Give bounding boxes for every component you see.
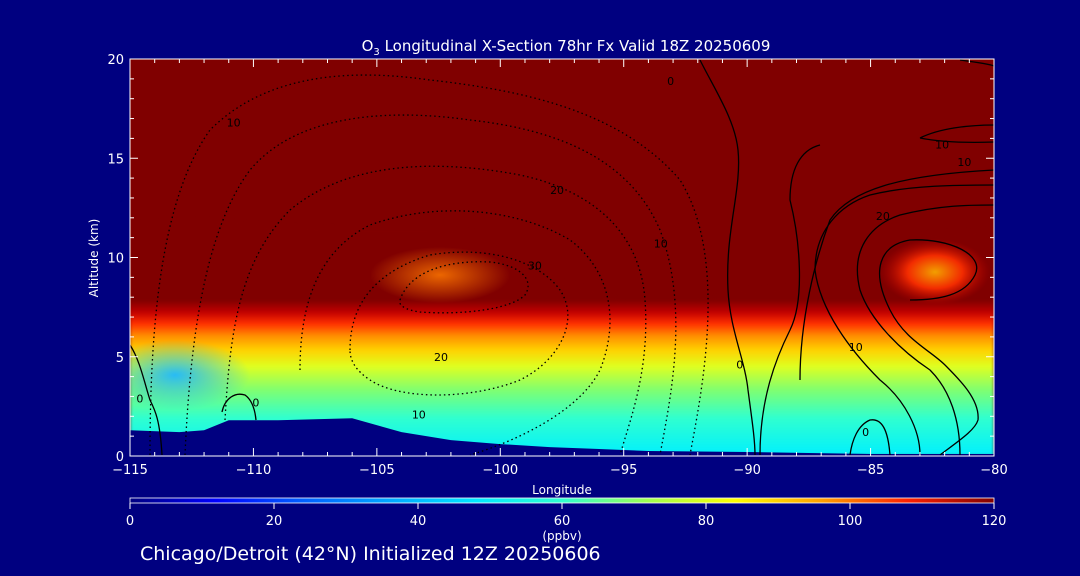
- x-tick-label: −100: [482, 463, 518, 478]
- contour-label: 0: [252, 396, 259, 409]
- contour-label: 10: [935, 138, 949, 151]
- title-subscript: 3: [373, 47, 379, 58]
- contour-positive: [919, 124, 994, 144]
- contour-zero: [130, 344, 163, 456]
- colorbar-tick-label: 0: [126, 514, 134, 529]
- contour-label: 10: [227, 117, 241, 130]
- title-suffix: Longitudinal X-Section 78hr Fx Valid 18Z…: [380, 37, 771, 55]
- high-ozone-pocket-west: [370, 247, 510, 303]
- chart-title: O3 Longitudinal X-Section 78hr Fx Valid …: [362, 37, 771, 58]
- x-axis-label: Longitude: [532, 483, 592, 497]
- y-axis-label: Altitude (km): [87, 219, 101, 298]
- y-tick-label: 20: [107, 53, 124, 68]
- x-tick-label: −90: [733, 463, 760, 478]
- contour-negative: [349, 251, 569, 396]
- colorbar-unit-label: (ppbv): [542, 529, 581, 543]
- x-tick-label: −85: [857, 463, 884, 478]
- x-tick-label: −80: [980, 463, 1007, 478]
- contour-negative: [399, 261, 529, 314]
- contour-label: 0: [136, 392, 143, 405]
- contour-positive: [959, 59, 994, 67]
- contour-positive: [799, 169, 994, 381]
- colorbar: 0 20 40 60 80 100 120 (ppbv): [126, 497, 1007, 543]
- ozone-field: [130, 59, 994, 456]
- contour-label: 20: [550, 184, 564, 197]
- colorbar-ticks: 0 20 40 60 80 100 120: [126, 503, 1007, 529]
- title-prefix: O: [362, 37, 374, 55]
- contour-label: 0: [667, 75, 674, 88]
- contour-label: 0: [736, 359, 743, 372]
- colorbar-tick-label: 60: [554, 514, 571, 529]
- contour-positive: [856, 204, 994, 456]
- contour-label: 10: [957, 156, 971, 169]
- contour-positive: [759, 144, 821, 456]
- high-ozone-lobe-east: [880, 239, 990, 305]
- contour-positive: [814, 184, 994, 456]
- x-tick-label: −110: [236, 463, 272, 478]
- contour-label: 0: [862, 426, 869, 439]
- contour-label: 30: [528, 259, 542, 272]
- contour-label: 10: [412, 408, 426, 421]
- x-tick-label: −105: [359, 463, 395, 478]
- colorbar-tick-label: 40: [410, 514, 427, 529]
- colorbar-tick-label: 80: [698, 514, 715, 529]
- contour-zero: [849, 419, 891, 456]
- x-tick-label: −95: [610, 463, 637, 478]
- contour-label: 10: [654, 238, 668, 251]
- contour-zero: [221, 393, 257, 421]
- axes: −115 −110 −105 −100 −95 −90 −85 −80 0 5 10 15 20: [107, 53, 1007, 478]
- contour-positive: [878, 239, 979, 456]
- colorbar-tick-label: 120: [982, 514, 1007, 529]
- contour-labels: 0 0 0 0 0 10 10 10 10 10 10 20 20 20 30: [136, 75, 971, 439]
- contour-label: 20: [434, 351, 448, 364]
- colorbar-tick-label: 100: [838, 514, 863, 529]
- y-tick-label: 5: [116, 351, 124, 366]
- x-tick-label: −115: [112, 463, 148, 478]
- contour-label: 20: [876, 210, 890, 223]
- terrain: [130, 418, 994, 456]
- low-ozone-pocket: [130, 340, 250, 410]
- y-tick-label: 10: [107, 252, 124, 267]
- colorbar-tick-label: 20: [266, 514, 283, 529]
- contour-label: 10: [849, 341, 863, 354]
- footer-caption: Chicago/Detroit (42°N) Initialized 12Z 2…: [140, 543, 601, 565]
- contour-zero: [699, 59, 756, 456]
- colorbar-gradient: [129, 497, 995, 504]
- tropospheric-ozone-band: [130, 219, 994, 456]
- y-tick-label: 15: [107, 152, 124, 167]
- y-tick-label: 0: [116, 450, 124, 465]
- contour-lines: [130, 59, 994, 456]
